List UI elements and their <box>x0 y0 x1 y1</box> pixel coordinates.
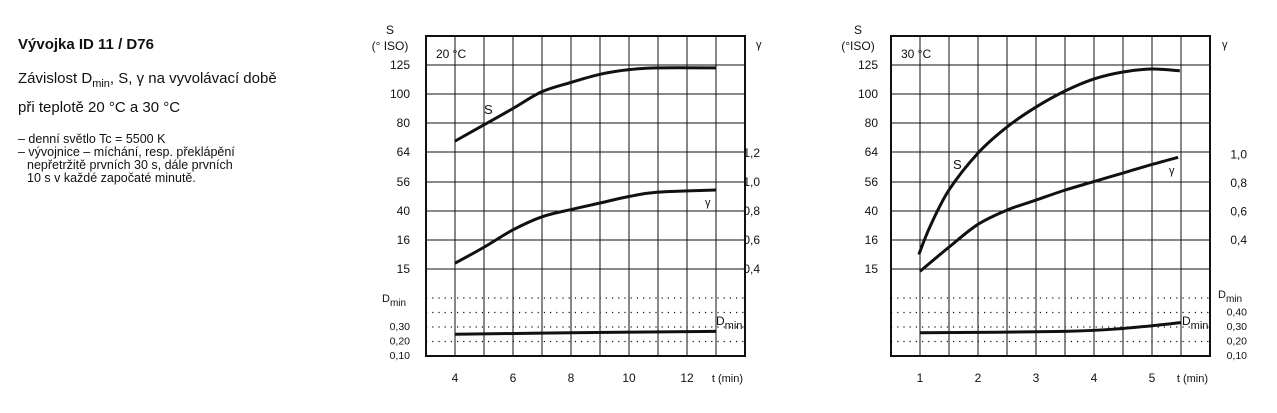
x-tick-label: 8 <box>568 371 575 385</box>
gamma-tick-label: 1,0 <box>743 175 760 189</box>
dmin-tick-label: 0,30 <box>1227 321 1248 333</box>
s-tick-label: 100 <box>390 87 410 101</box>
gamma-tick-label: 0,4 <box>743 262 760 276</box>
gamma-tick-label: 0,6 <box>1230 205 1247 219</box>
x-tick-label: 2 <box>975 371 982 385</box>
dmin-tick-label: 0,30 <box>390 321 411 333</box>
subtitle-pre: Závislost D <box>18 70 93 87</box>
gamma-tick-label: 0,8 <box>1230 176 1247 190</box>
s-tick-label: 64 <box>397 145 411 159</box>
x-axis-title: t (min) <box>712 373 743 385</box>
s-axis-unit: (° ISO) <box>372 39 409 53</box>
series-line-gamma <box>454 188 717 265</box>
x-tick-label: 4 <box>1091 371 1098 385</box>
subtitle-line-1: Závislost Dmin, S, γ na vyvolávací době <box>18 70 277 90</box>
subtitle-post: , S, γ na vyvolávací době <box>109 70 277 87</box>
series-label-dmin: Dmin <box>1182 314 1208 332</box>
s-axis-title: S <box>854 23 862 37</box>
x-tick-label: 12 <box>680 371 694 385</box>
x-tick-label: 6 <box>510 371 517 385</box>
x-tick-label: 10 <box>622 371 636 385</box>
dmin-tick-label: 0,10 <box>1227 350 1248 362</box>
dmin-tick-label: 0,40 <box>1227 307 1248 319</box>
temperature-label: 30 °C <box>901 47 931 61</box>
dmin-axis-title: Dmin <box>1218 289 1242 305</box>
plot-frame <box>890 35 1211 357</box>
series-line-dmin <box>919 321 1182 335</box>
s-tick-label: 80 <box>865 116 879 130</box>
gamma-tick-label: 0,4 <box>1230 233 1247 247</box>
subtitle-line-2: při teplotě 20 °C a 30 °C <box>18 99 181 116</box>
s-tick-label: 16 <box>397 233 411 247</box>
note-line: – vývojnice – míchání, resp. překlápění <box>18 145 235 159</box>
s-tick-label: 125 <box>390 58 410 72</box>
gamma-tick-label: 0,6 <box>743 233 760 247</box>
gamma-tick-label: 1,2 <box>743 146 760 160</box>
temperature-label: 20 °C <box>436 47 466 61</box>
series-line-gamma <box>919 155 1179 273</box>
dmin-tick-label: 0,20 <box>390 336 411 348</box>
s-tick-label: 40 <box>397 204 411 218</box>
series-line-s <box>454 66 717 143</box>
series-line-dmin <box>454 329 717 336</box>
series-label-s: S <box>484 102 493 117</box>
s-axis-unit: (°ISO) <box>841 39 874 53</box>
s-tick-label: 15 <box>865 262 879 276</box>
s-tick-label: 15 <box>397 262 411 276</box>
s-tick-label: 56 <box>397 175 411 189</box>
s-tick-label: 80 <box>397 116 411 130</box>
gamma-axis-title: γ <box>756 39 762 51</box>
dmin-tick-label: 0,20 <box>1227 336 1248 348</box>
s-tick-label: 125 <box>858 58 878 72</box>
x-tick-label: 3 <box>1033 371 1040 385</box>
s-tick-label: 40 <box>865 204 879 218</box>
series-label-gamma: γ <box>1169 165 1175 177</box>
x-axis-title: t (min) <box>1177 373 1208 385</box>
dmin-tick-label: 0,10 <box>390 350 411 362</box>
note-line: nepřetržitě prvních 30 s, dále prvních <box>27 158 233 172</box>
s-tick-label: 64 <box>865 145 879 159</box>
series-label-dmin: Dmin <box>716 314 742 332</box>
s-tick-label: 100 <box>858 87 878 101</box>
series-label-dmin-sub: min <box>725 320 743 332</box>
s-tick-label: 56 <box>865 175 879 189</box>
gamma-tick-label: 1,0 <box>1230 148 1247 162</box>
series-label-s: S <box>953 157 962 172</box>
dmin-axis-title-sub: min <box>1226 294 1242 305</box>
s-tick-label: 16 <box>865 233 879 247</box>
s-axis-title: S <box>386 23 394 37</box>
x-tick-label: 5 <box>1149 371 1156 385</box>
gamma-axis-title: γ <box>1222 39 1228 51</box>
x-tick-label: 4 <box>452 371 459 385</box>
plot-frame <box>425 35 746 357</box>
series-label-gamma: γ <box>705 197 711 209</box>
note-line: 10 s v každé započaté minutě. <box>27 171 196 185</box>
note-line: – denní světlo Tc = 5500 K <box>18 132 166 146</box>
dmin-axis-title: Dmin <box>382 293 406 309</box>
page-title: Vývojka ID 11 / D76 <box>18 36 154 53</box>
subtitle-sub: min <box>92 78 110 90</box>
series-line-s <box>917 67 1180 256</box>
x-tick-label: 1 <box>917 371 924 385</box>
series-label-dmin-sub: min <box>1191 320 1209 332</box>
gamma-tick-label: 0,8 <box>743 204 760 218</box>
dmin-axis-title-sub: min <box>390 298 406 309</box>
